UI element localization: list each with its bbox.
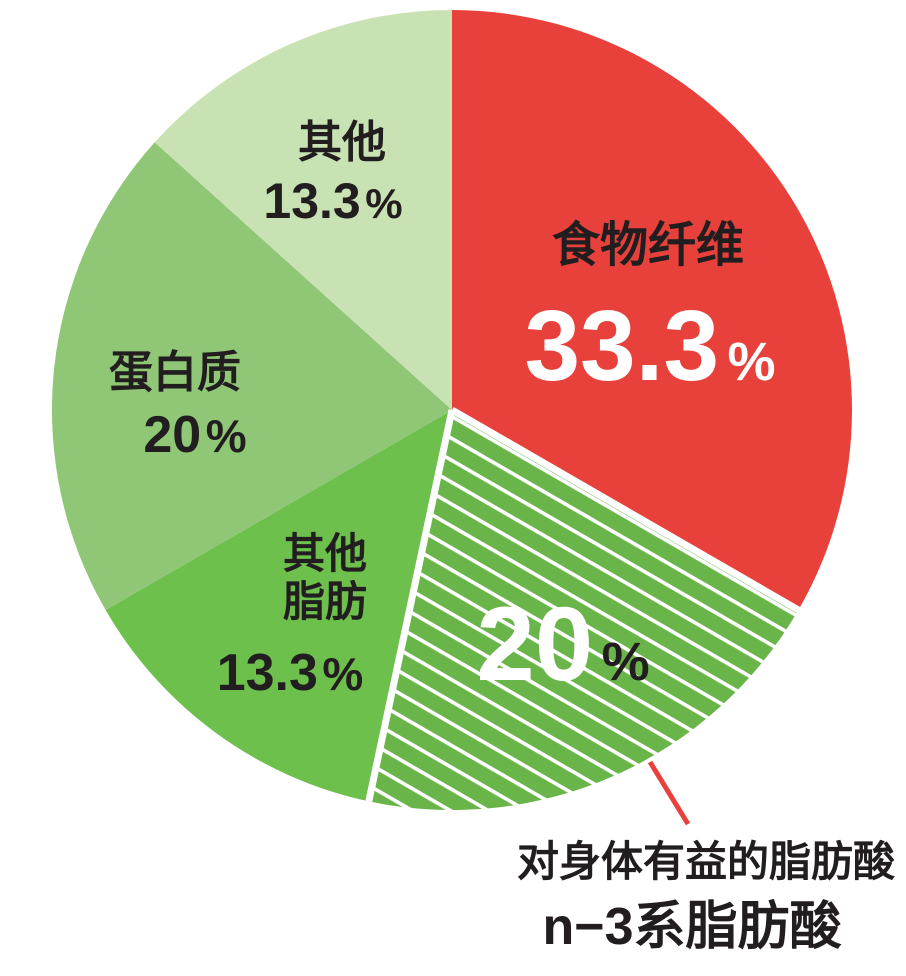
slice-value-dietary-fiber: 33.3 % (524, 290, 775, 402)
slice-value-dietary-fiber-number: 33.3 (524, 290, 719, 402)
slice-value-dietary-fiber-percent-sign: % (728, 332, 776, 392)
slice-value-other: 13.3 % (263, 173, 402, 229)
slice-value-protein-percent-sign: % (206, 410, 247, 462)
callout-text-line1: 对身体有益的脂肪酸 (517, 838, 896, 885)
slice-value-other-fat: 13.3 % (217, 644, 364, 702)
slice-separator-line (450, 406, 801, 614)
slice-value-protein-number: 20 (143, 406, 201, 464)
slice-separator-line (365, 409, 456, 803)
slice-n3-fatty-acid (368, 410, 799, 811)
slice-dietary-fiber (452, 10, 852, 610)
slice-value-other-percent-sign: % (365, 180, 402, 227)
slice-label-protein: 蛋白质 (109, 348, 241, 397)
slice-label-other-fat-line2: 脂肪 (283, 578, 367, 625)
slice-value-n3: 20 % (476, 586, 649, 703)
slice-other (154, 9, 452, 411)
slice-label-other: 其他 (298, 118, 386, 167)
slice-value-n3-percent-sign: % (602, 632, 650, 692)
slice-label-other-fat-line1: 其他 (283, 530, 367, 577)
callout-text-line2: n−3系脂肪酸 (542, 898, 842, 956)
slice-value-other-fat-number: 13.3 (217, 644, 318, 702)
slice-value-protein: 20 % (143, 406, 246, 464)
slice-value-other-fat-percent-sign: % (322, 648, 363, 700)
callout-leader-line (647, 760, 691, 826)
slice-value-n3-number: 20 (476, 586, 593, 703)
slice-value-other-number: 13.3 (263, 173, 360, 229)
slice-label-dietary-fiber: 食物纤维 (552, 219, 744, 272)
slice-protein (51, 142, 452, 611)
slice-other-fat (105, 410, 452, 802)
